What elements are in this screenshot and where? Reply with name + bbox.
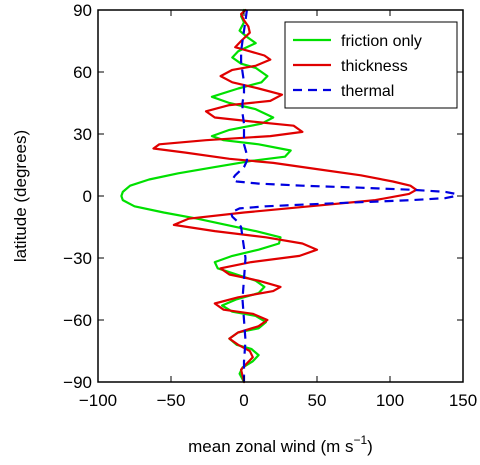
y-tick-label: −60 (63, 311, 92, 330)
x-tick-label: 50 (308, 391, 327, 410)
series-line-thermal (229, 9, 457, 382)
y-tick-label: 60 (73, 63, 92, 82)
legend-label-friction-only: friction only (341, 33, 422, 50)
x-tick-label: 150 (449, 391, 477, 410)
series-line-thickness (152, 8, 418, 384)
x-axis-label-exponent: −1 (353, 433, 367, 447)
y-tick-label: 0 (83, 187, 92, 206)
axis-ticks (97, 9, 464, 383)
y-tick-label: 30 (73, 125, 92, 144)
series-line-friction-only (120, 8, 292, 384)
x-tick-label: 0 (239, 391, 248, 410)
y-axis-tick-labels: −90 −60 −30 0 30 60 90 (63, 1, 92, 392)
series-lines (120, 8, 457, 384)
legend: friction only thickness thermal (284, 21, 458, 109)
y-tick-label: −30 (63, 249, 92, 268)
x-tick-label: 100 (376, 391, 404, 410)
x-tick-label: −100 (79, 391, 117, 410)
x-axis-tick-labels: −100 −50 0 50 100 150 (79, 391, 477, 410)
y-axis-label: latitude (degrees) (11, 130, 30, 262)
x-tick-label: −50 (157, 391, 186, 410)
y-tick-label: −90 (63, 373, 92, 392)
y-tick-label: 90 (73, 1, 92, 20)
x-axis-label: mean zonal wind (m s−1) (188, 433, 373, 456)
legend-label-thermal: thermal (341, 83, 394, 100)
legend-items: friction only thickness thermal (293, 33, 422, 100)
legend-label-thickness: thickness (341, 58, 408, 75)
